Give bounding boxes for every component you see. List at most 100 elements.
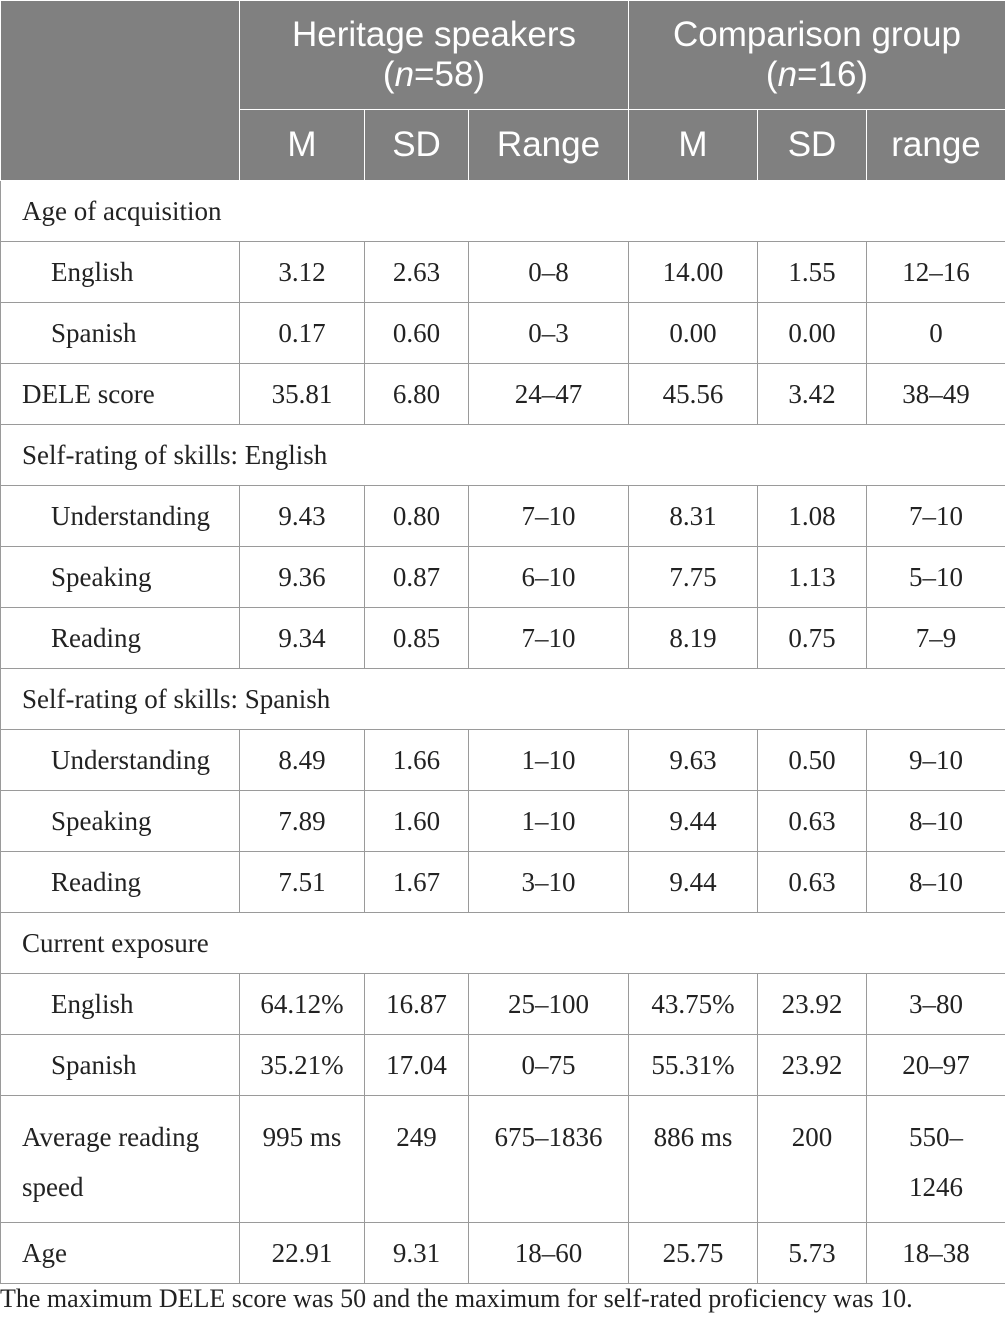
- cell: 675–1836: [468, 1095, 629, 1223]
- cell: 9.31: [364, 1222, 469, 1284]
- row-label-line1: Average reading: [22, 1122, 200, 1152]
- cell: 0.50: [757, 729, 867, 791]
- cell: 7.89: [239, 790, 365, 852]
- table-footnote: The maximum DELE score was 50 and the ma…: [0, 1284, 913, 1313]
- cell: 9.44: [628, 851, 758, 913]
- group2-n-val: =16): [797, 55, 869, 94]
- cell: 18–38: [866, 1222, 1005, 1284]
- cell: 0.60: [364, 302, 469, 364]
- group2-title: Comparison group: [673, 15, 961, 54]
- table-row: DELE score 35.81 6.80 24–47 45.56 3.42 3…: [0, 363, 1005, 425]
- row-label: Speaking: [0, 790, 240, 852]
- cell: 6.80: [364, 363, 469, 425]
- table-row: Speaking 9.36 0.87 6–10 7.75 1.13 5–10: [0, 546, 1005, 608]
- col-header-sd-comparison: SD: [757, 109, 867, 181]
- group2-open-paren: (: [765, 55, 778, 94]
- row-label: Reading: [0, 851, 240, 913]
- cell: 1.13: [757, 546, 867, 608]
- cell: 55.31%: [628, 1034, 758, 1096]
- cell: 249: [364, 1095, 469, 1223]
- cell: 0.80: [364, 485, 469, 547]
- col-header-m-comparison: M: [628, 109, 758, 181]
- row-label: DELE score: [0, 363, 240, 425]
- data-table: Heritage speakers (n=58) Comparison grou…: [0, 0, 1005, 1284]
- cell: 7–10: [468, 607, 629, 669]
- cell: 16.87: [364, 973, 469, 1035]
- table-row: Speaking 7.89 1.60 1–10 9.44 0.63 8–10: [0, 790, 1005, 852]
- table-row: Age 22.91 9.31 18–60 25.75 5.73 18–38: [0, 1222, 1005, 1284]
- cell: 200: [757, 1095, 867, 1223]
- group1-title: Heritage speakers: [291, 15, 577, 54]
- cell: 886 ms: [628, 1095, 758, 1223]
- cell: 35.21%: [239, 1034, 365, 1096]
- cell: 12–16: [866, 241, 1005, 303]
- cell: 7.75: [628, 546, 758, 608]
- cell: 0.87: [364, 546, 469, 608]
- section-label: Self-rating of skills: English: [0, 424, 1005, 486]
- cell: 23.92: [757, 1034, 867, 1096]
- cell: 3.12: [239, 241, 365, 303]
- table-row: Spanish 35.21% 17.04 0–75 55.31% 23.92 2…: [0, 1034, 1005, 1096]
- col-header-range-heritage: Range: [468, 109, 629, 181]
- cell: 8.19: [628, 607, 758, 669]
- group1-n-var: n: [394, 55, 415, 94]
- cell: 20–97: [866, 1034, 1005, 1096]
- row-label-line2: speed: [22, 1172, 84, 1202]
- cell: 0.85: [364, 607, 469, 669]
- cell: 7–10: [866, 485, 1005, 547]
- cell: 9.43: [239, 485, 365, 547]
- section-row: Age of acquisition: [0, 180, 1005, 242]
- row-label: Reading: [0, 607, 240, 669]
- cell: 1.55: [757, 241, 867, 303]
- row-label: Understanding: [0, 485, 240, 547]
- cell: 7.51: [239, 851, 365, 913]
- section-label: Age of acquisition: [0, 180, 1005, 242]
- row-label: Average reading speed: [0, 1095, 240, 1223]
- cell: 1–10: [468, 790, 629, 852]
- row-label: Speaking: [0, 546, 240, 608]
- cell: 9.34: [239, 607, 365, 669]
- cell: 17.04: [364, 1034, 469, 1096]
- cell: 2.63: [364, 241, 469, 303]
- cell: 5.73: [757, 1222, 867, 1284]
- cell: 1.66: [364, 729, 469, 791]
- col-header-m-heritage: M: [239, 109, 365, 181]
- cell-line2: 1246: [909, 1172, 963, 1202]
- cell: 7–9: [866, 607, 1005, 669]
- section-label: Self-rating of skills: Spanish: [0, 668, 1005, 730]
- table-row: Reading 7.51 1.67 3–10 9.44 0.63 8–10: [0, 851, 1005, 913]
- table-row: Understanding 8.49 1.66 1–10 9.63 0.50 9…: [0, 729, 1005, 791]
- cell: 45.56: [628, 363, 758, 425]
- cell: 5–10: [866, 546, 1005, 608]
- group1-n-val: =58): [414, 55, 486, 94]
- cell: 0–8: [468, 241, 629, 303]
- section-row: Self-rating of skills: Spanish: [0, 668, 1005, 730]
- cell: 1.60: [364, 790, 469, 852]
- cell: 35.81: [239, 363, 365, 425]
- row-label: Understanding: [0, 729, 240, 791]
- cell: 9.36: [239, 546, 365, 608]
- cell: 0.00: [757, 302, 867, 364]
- cell: 995 ms: [239, 1095, 365, 1223]
- cell: 38–49: [866, 363, 1005, 425]
- cell: 22.91: [239, 1222, 365, 1284]
- col-header-sd-heritage: SD: [364, 109, 469, 181]
- cell: 550– 1246: [866, 1095, 1005, 1223]
- row-label: English: [0, 241, 240, 303]
- cell: 0: [866, 302, 1005, 364]
- cell: 3.42: [757, 363, 867, 425]
- cell: 24–47: [468, 363, 629, 425]
- cell: 8–10: [866, 790, 1005, 852]
- cell: 7–10: [468, 485, 629, 547]
- cell-line1: 550–: [909, 1122, 963, 1152]
- group1-n: (n=58): [240, 55, 628, 95]
- cell: 0–75: [468, 1034, 629, 1096]
- header-corner: [0, 0, 240, 181]
- cell: 1–10: [468, 729, 629, 791]
- cell: 25–100: [468, 973, 629, 1035]
- cell: 1.67: [364, 851, 469, 913]
- cell: 18–60: [468, 1222, 629, 1284]
- table-row: Average reading speed 995 ms 249 675–1836…: [0, 1095, 1005, 1223]
- cell: 8.31: [628, 485, 758, 547]
- table-row: Spanish 0.17 0.60 0–3 0.00 0.00 0: [0, 302, 1005, 364]
